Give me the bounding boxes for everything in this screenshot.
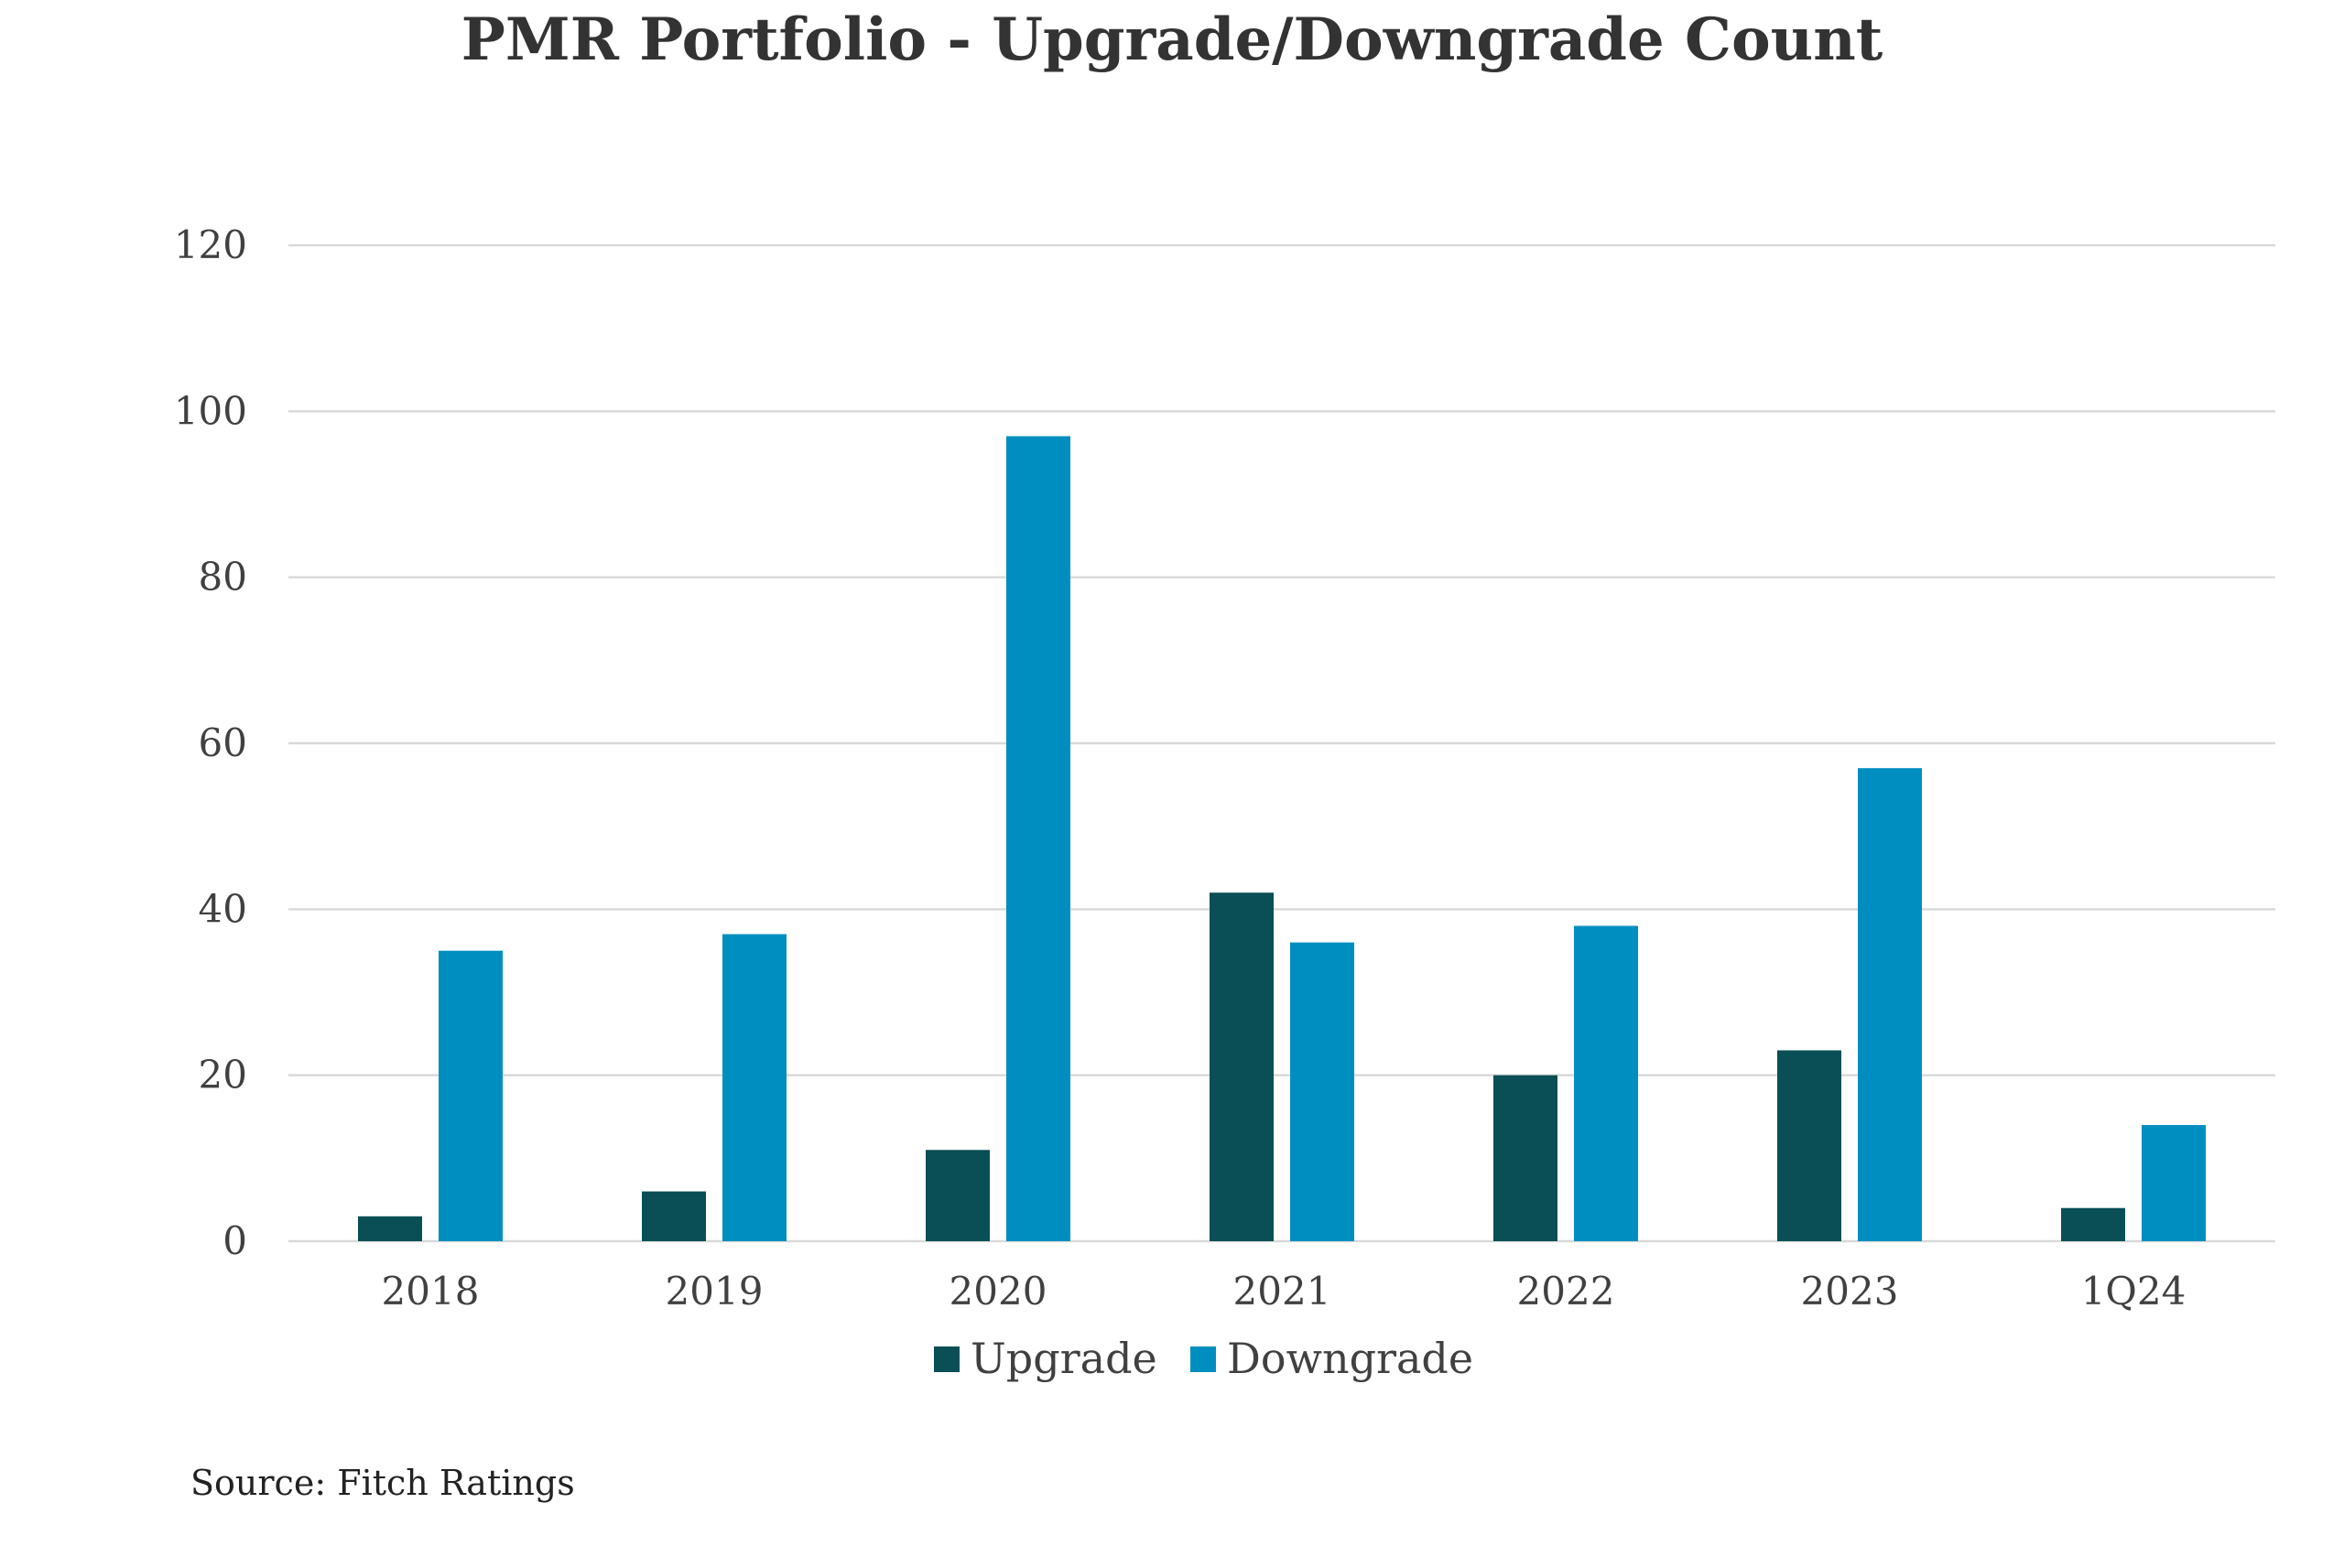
- bars: [358, 436, 2206, 1241]
- bar-downgrade-2023: [1858, 768, 1922, 1241]
- y-tick-label: 100: [174, 388, 247, 433]
- bar-downgrade-2022: [1574, 925, 1638, 1241]
- bar-downgrade-2020: [1006, 436, 1070, 1241]
- legend-swatch-downgrade: [1190, 1346, 1216, 1372]
- y-tick-label: 60: [199, 720, 247, 765]
- y-axis-ticks: 0 20 40 60 80 100 120: [174, 222, 247, 1263]
- x-tick-label: 2023: [1801, 1269, 1899, 1314]
- x-tick-label: 2021: [1233, 1269, 1331, 1314]
- legend-label-downgrade: Downgrade: [1227, 1334, 1473, 1383]
- legend-swatch-upgrade: [934, 1346, 960, 1372]
- bar-upgrade-2019: [642, 1191, 706, 1241]
- bar-upgrade-2022: [1493, 1075, 1557, 1241]
- bar-downgrade-2021: [1290, 942, 1354, 1241]
- legend: Upgrade Downgrade: [934, 1334, 1473, 1383]
- bar-upgrade-2020: [926, 1150, 990, 1241]
- x-tick-label: 1Q24: [2081, 1269, 2187, 1314]
- bar-downgrade-2019: [722, 934, 787, 1241]
- y-tick-label: 40: [199, 886, 247, 931]
- y-tick-label: 120: [174, 222, 247, 267]
- x-tick-label: 2018: [382, 1269, 480, 1314]
- y-tick-label: 80: [199, 555, 247, 600]
- bar-downgrade-2018: [439, 950, 503, 1241]
- bar-upgrade-2018: [358, 1216, 422, 1241]
- source-note: Source: Fitch Ratings: [190, 1463, 575, 1503]
- bar-upgrade-2023: [1777, 1050, 1841, 1241]
- legend-label-upgrade: Upgrade: [971, 1334, 1157, 1383]
- y-tick-label: 20: [199, 1053, 247, 1098]
- chart-title: PMR Portfolio - Upgrade/Downgrade Count: [461, 5, 1883, 74]
- y-tick-label: 0: [222, 1218, 247, 1263]
- gridlines: [288, 243, 2275, 1243]
- bar-upgrade-2021: [1210, 892, 1274, 1241]
- x-tick-label: 2019: [666, 1269, 764, 1314]
- x-tick-label: 2020: [950, 1269, 1047, 1314]
- bar-downgrade-1q24: [2142, 1125, 2206, 1241]
- bar-upgrade-1q24: [2061, 1207, 2125, 1241]
- x-tick-label: 2022: [1517, 1269, 1615, 1314]
- x-axis-ticks: 2018 2019 2020 2021 2022 2023 1Q24: [382, 1269, 2187, 1314]
